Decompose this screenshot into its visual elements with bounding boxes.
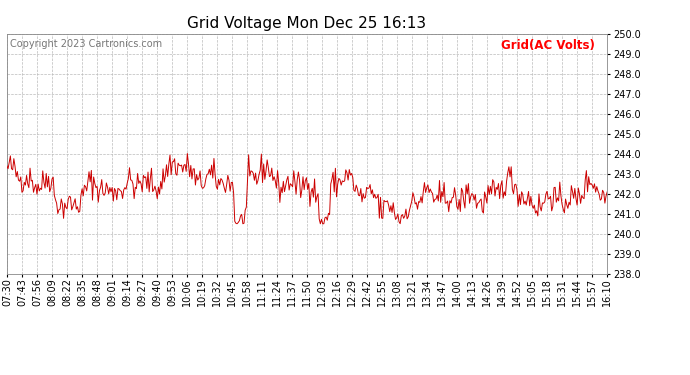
Text: Copyright 2023 Cartronics.com: Copyright 2023 Cartronics.com (10, 39, 162, 48)
Text: Grid(AC Volts): Grid(AC Volts) (502, 39, 595, 51)
Title: Grid Voltage Mon Dec 25 16:13: Grid Voltage Mon Dec 25 16:13 (188, 16, 426, 31)
